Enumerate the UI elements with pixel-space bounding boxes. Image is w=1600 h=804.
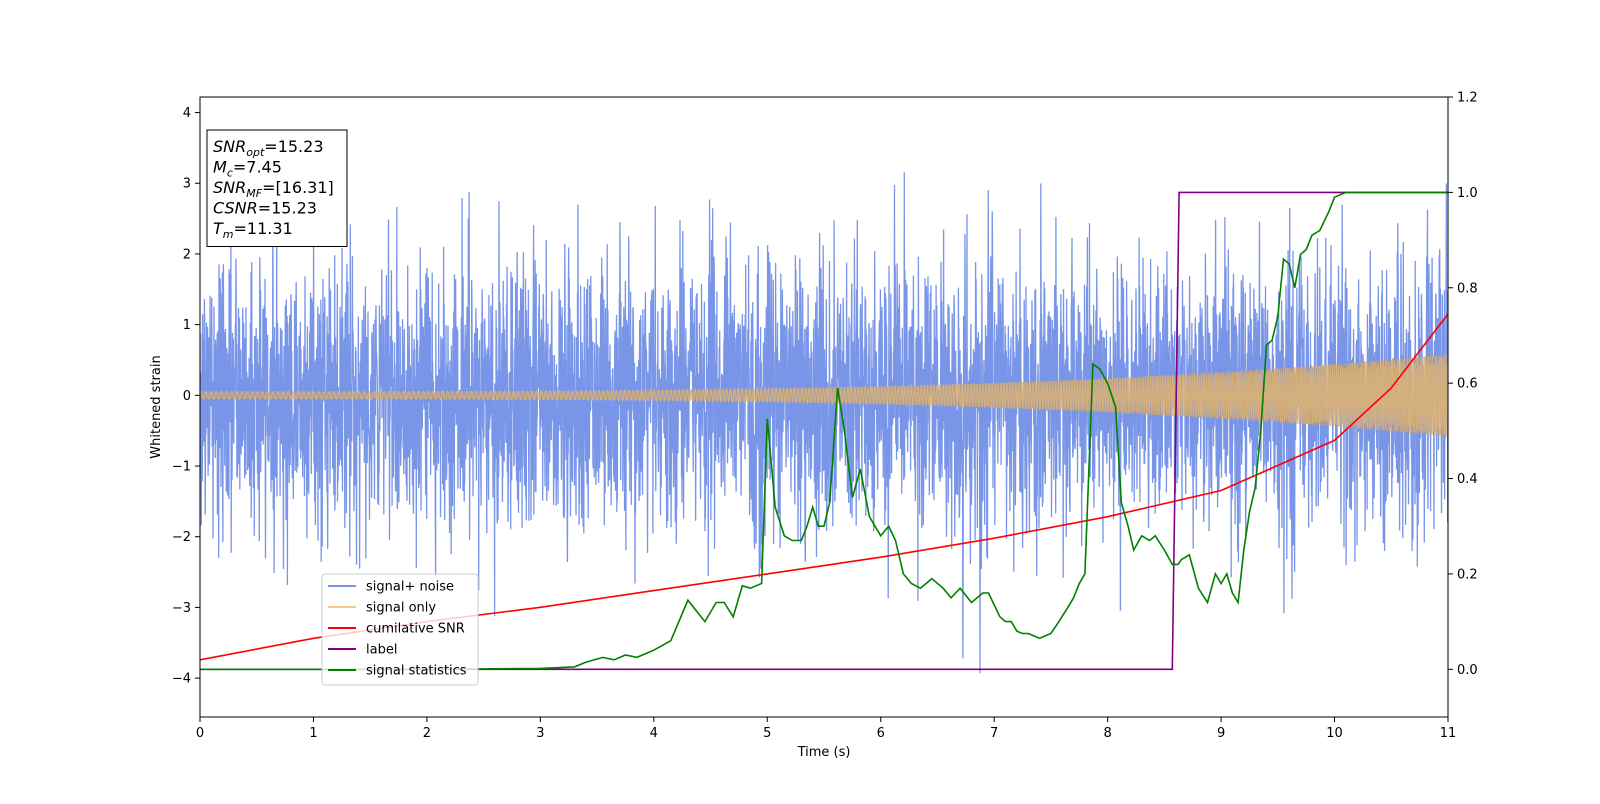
annotation-symbol: SNR	[213, 178, 246, 197]
annotation-subscript: opt	[246, 146, 265, 159]
annotation-box: SNRopt=15.23Mc=7.45SNRMF=[16.31]CSNR=15.…	[206, 129, 348, 247]
annotation-symbol: M	[213, 158, 227, 177]
y-axis-left: −4 −3 −2 −1 0 1 2 3 4	[172, 106, 200, 687]
x-tick-label: 8	[1103, 726, 1111, 741]
y-right-tick-label: 1.2	[1457, 91, 1478, 106]
x-tick-label: 10	[1326, 726, 1343, 741]
legend-frame	[321, 573, 479, 686]
annotation-subscript: m	[223, 228, 234, 241]
annotation-value: =11.31	[234, 219, 293, 238]
annotation-subscript: c	[227, 167, 233, 180]
x-tick-label: 7	[990, 726, 998, 741]
x-tick-label: 2	[423, 726, 431, 741]
series-signal-only-envelope	[200, 354, 1448, 437]
annotation-line: CSNR=15.23	[213, 199, 317, 218]
y-left-tick-label: 2	[183, 247, 191, 262]
y-right-tick-label: 0.6	[1457, 377, 1478, 392]
y-axis-label: Whitened strain	[149, 355, 164, 458]
annotation-box-frame	[206, 129, 348, 247]
annotation-value: =[16.31]	[262, 178, 334, 197]
legend-label: signal statistics	[366, 664, 467, 679]
annotation-value: =15.23	[264, 137, 323, 156]
annotation-symbol: SNR	[213, 137, 246, 156]
x-axis-label: Time (s)	[797, 745, 851, 760]
y-left-tick-label: 0	[183, 389, 191, 404]
x-tick-label: 5	[763, 726, 771, 741]
y-right-tick-label: 0.2	[1457, 567, 1478, 582]
plot-frame	[199, 96, 1449, 718]
x-tick-label: 0	[196, 726, 204, 741]
annotation-line: SNRopt=15.23	[213, 137, 324, 159]
legend-label: signal only	[366, 601, 436, 616]
y-left-tick-label: 4	[183, 106, 191, 121]
annotation-line: SNRMF=[16.31]	[213, 178, 334, 200]
y-axis-right: 0.0 0.2 0.4 0.6 0.8 1.0 1.2	[1448, 91, 1478, 678]
y-left-tick-label: 1	[183, 318, 191, 333]
y-right-tick-label: 0.8	[1457, 281, 1478, 296]
annotation-subscript: MF	[246, 187, 262, 200]
y-left-tick-label: −4	[172, 672, 191, 687]
legend-label: signal+ noise	[366, 580, 454, 595]
x-tick-label: 11	[1440, 726, 1457, 741]
series-signal-noise-line	[200, 172, 1448, 674]
annotation-symbol: CSNR	[213, 199, 258, 218]
series-label-line	[200, 191, 1448, 671]
legend-label: cumilative SNR	[366, 622, 465, 637]
annotation-line: Tm=11.31	[213, 219, 293, 241]
y-left-tick-label: −2	[172, 530, 191, 545]
annotation-symbol: T	[213, 219, 224, 238]
y-left-tick-label: −3	[172, 601, 191, 616]
x-tick-label: 9	[1217, 726, 1225, 741]
y-right-tick-label: 0.0	[1457, 663, 1478, 678]
y-right-tick-label: 0.4	[1457, 472, 1478, 487]
y-left-tick-label: 3	[183, 177, 191, 192]
legend: signal+ noise signal only cumilative SNR la…	[321, 573, 479, 686]
annotation-value: =7.45	[233, 158, 282, 177]
series-signal-statistics-line	[200, 191, 1448, 671]
y-right-tick-label: 1.0	[1457, 186, 1478, 201]
x-tick-label: 4	[650, 726, 658, 741]
annotation-value: =15.23	[258, 199, 317, 218]
annotation-line: Mc=7.45	[213, 158, 282, 180]
legend-label: label	[366, 643, 397, 658]
x-tick-label: 6	[877, 726, 885, 741]
x-tick-label: 3	[536, 726, 544, 741]
x-tick-label: 1	[309, 726, 317, 741]
y-left-tick-label: −1	[172, 460, 191, 475]
x-axis: 0 1 2 3 4 5 6 7 8 9 10 11	[196, 717, 1456, 741]
